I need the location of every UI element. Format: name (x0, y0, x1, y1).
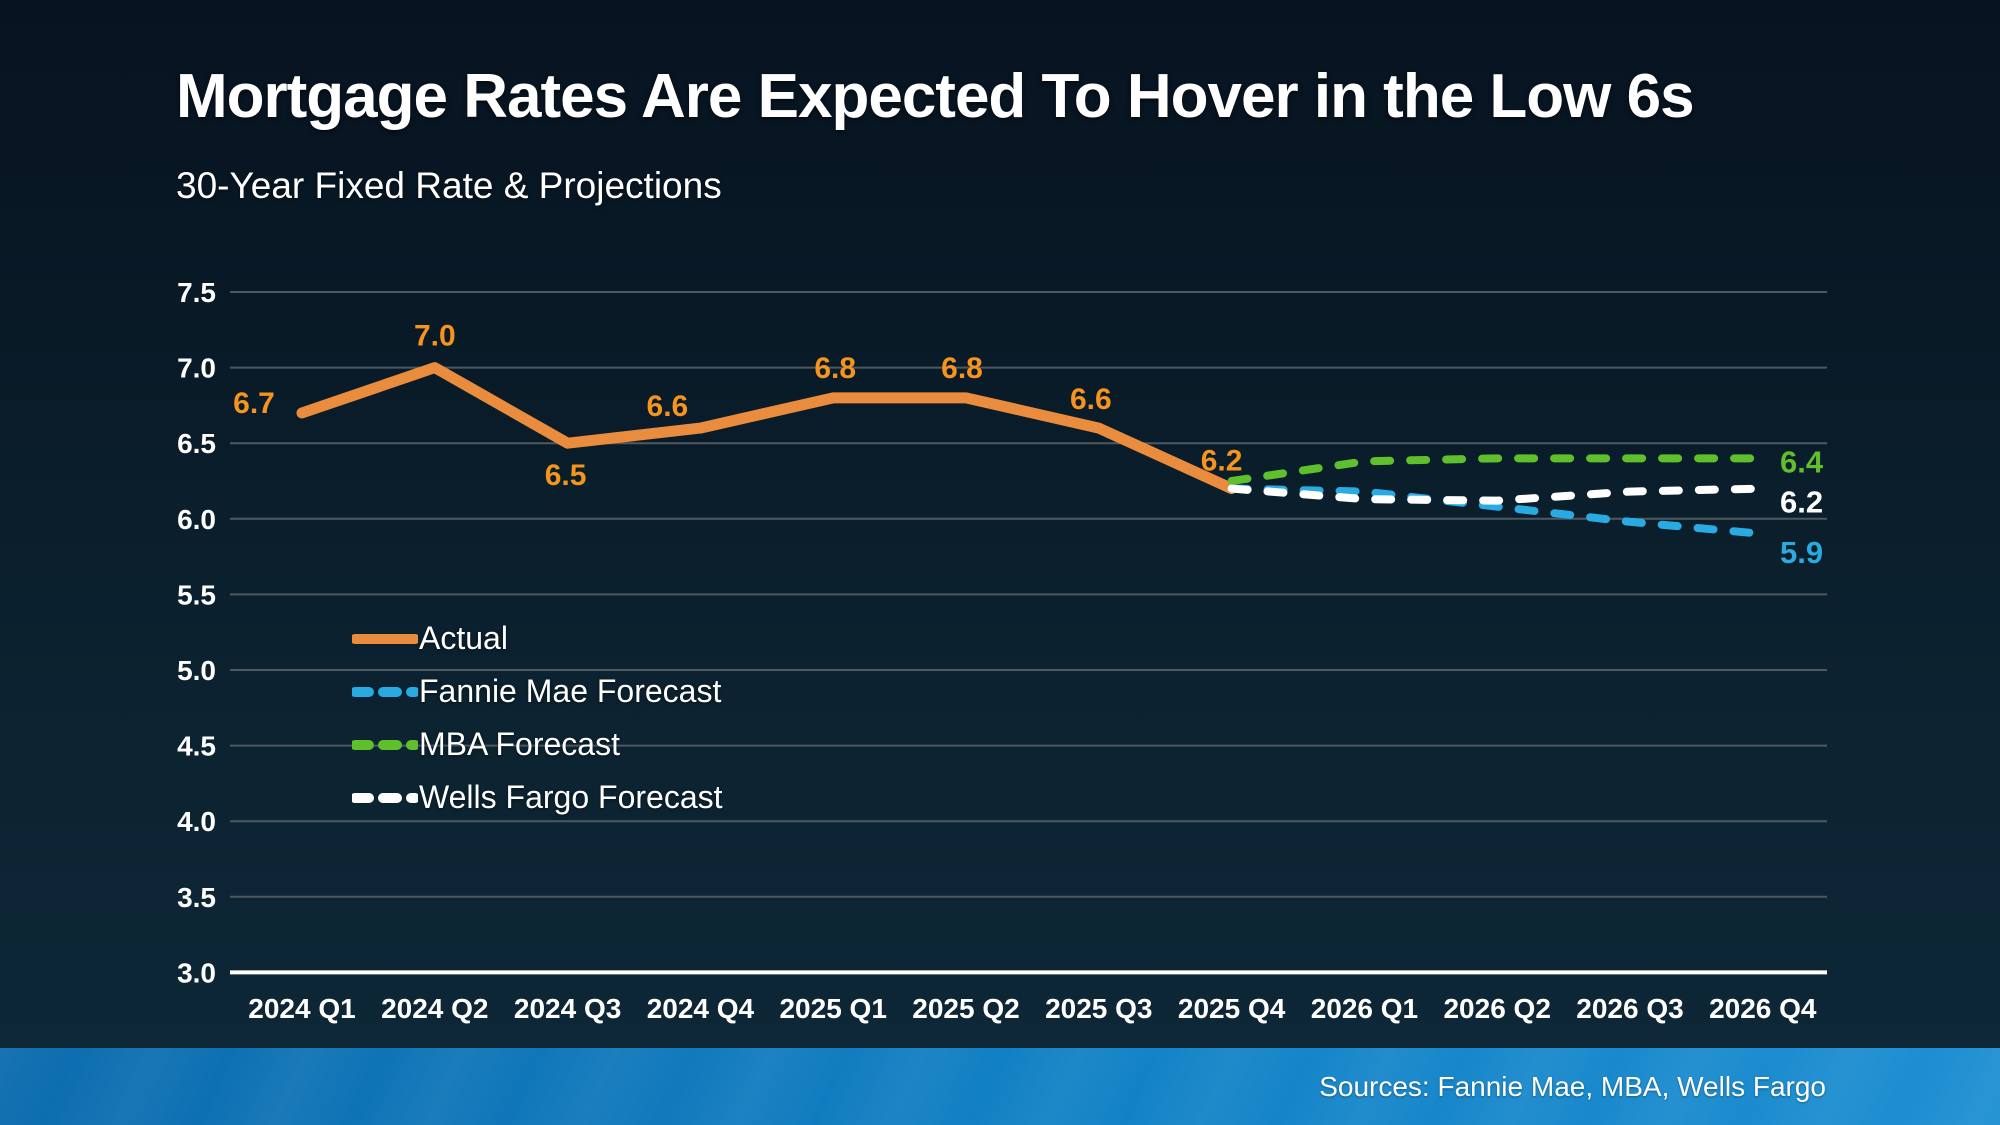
x-tick-label: 2024 Q3 (514, 993, 621, 1024)
legend-item-actual: Actual (352, 612, 723, 665)
data-label: 7.0 (414, 320, 456, 353)
series-end-label: 5.9 (1780, 535, 1823, 570)
y-tick-label: 6.5 (177, 428, 216, 459)
series-line-mba-forecast (1227, 454, 1767, 485)
legend-item-mba-forecast: MBA Forecast (352, 718, 723, 771)
data-label: 6.5 (545, 459, 587, 492)
data-label: 6.6 (647, 390, 689, 423)
y-tick-label: 7.5 (177, 277, 216, 308)
legend-item-fannie-mae-forecast: Fannie Mae Forecast (352, 665, 723, 718)
x-tick-label: 2025 Q4 (1178, 993, 1286, 1024)
x-tick-label: 2026 Q2 (1443, 993, 1550, 1024)
legend-item-label: Wells Fargo Forecast (419, 779, 723, 815)
series-line-fannie-mae-forecast (1227, 484, 1767, 538)
data-label: 6.6 (1070, 383, 1112, 416)
y-tick-label: 5.5 (177, 579, 216, 610)
legend-item-wells-fargo-forecast: Wells Fargo Forecast (352, 771, 723, 824)
x-tick-label: 2025 Q2 (912, 993, 1019, 1024)
y-tick-label: 6.0 (177, 504, 216, 535)
x-tick-label: 2025 Q1 (779, 993, 886, 1024)
x-tick-label: 2024 Q4 (647, 993, 755, 1024)
legend-item-label: Actual (419, 620, 508, 656)
chart-subtitle: 30-Year Fixed Rate & Projections (176, 165, 722, 206)
x-tick-label: 2024 Q1 (248, 993, 355, 1024)
legend-item-label: Fannie Mae Forecast (419, 673, 722, 709)
y-tick-label: 4.0 (177, 806, 216, 837)
y-tick-label: 3.5 (177, 882, 216, 913)
x-tick-label: 2026 Q3 (1576, 993, 1683, 1024)
series-end-label: 6.4 (1780, 444, 1824, 479)
series-line-wells-fargo-forecast (1227, 484, 1767, 505)
series-line-actual (296, 362, 1238, 495)
y-tick-label: 5.0 (177, 655, 216, 686)
series-end-label: 6.2 (1780, 485, 1823, 520)
x-tick-label: 2026 Q1 (1311, 993, 1418, 1024)
y-tick-label: 3.0 (177, 957, 216, 988)
y-tick-label: 7.0 (177, 353, 216, 384)
page-title: Mortgage Rates Are Expected To Hover in … (176, 62, 1695, 131)
data-label: 6.2 (1201, 445, 1243, 478)
dashed-line-swatch-icon (352, 739, 418, 750)
data-label: 6.8 (814, 352, 856, 385)
data-label: 6.8 (941, 352, 983, 385)
y-tick-label: 4.5 (177, 731, 216, 762)
sources-text: Sources: Fannie Mae, MBA, Wells Fargo (1319, 1071, 1826, 1102)
x-tick-label: 2026 Q4 (1709, 993, 1817, 1024)
dashed-line-swatch-icon (352, 686, 418, 697)
legend-item-label: MBA Forecast (419, 726, 620, 762)
x-tick-label: 2024 Q2 (381, 993, 488, 1024)
solid-line-swatch-icon (352, 633, 418, 644)
chart-legend: Actual Fannie Mae Forecast MBA Forecast Wel… (352, 612, 723, 824)
dashed-line-swatch-icon (352, 792, 418, 803)
x-tick-label: 2025 Q3 (1045, 993, 1152, 1024)
data-label: 6.7 (233, 387, 275, 420)
footer-bar: Sources: Fannie Mae, MBA, Wells Fargo (0, 1048, 2000, 1125)
